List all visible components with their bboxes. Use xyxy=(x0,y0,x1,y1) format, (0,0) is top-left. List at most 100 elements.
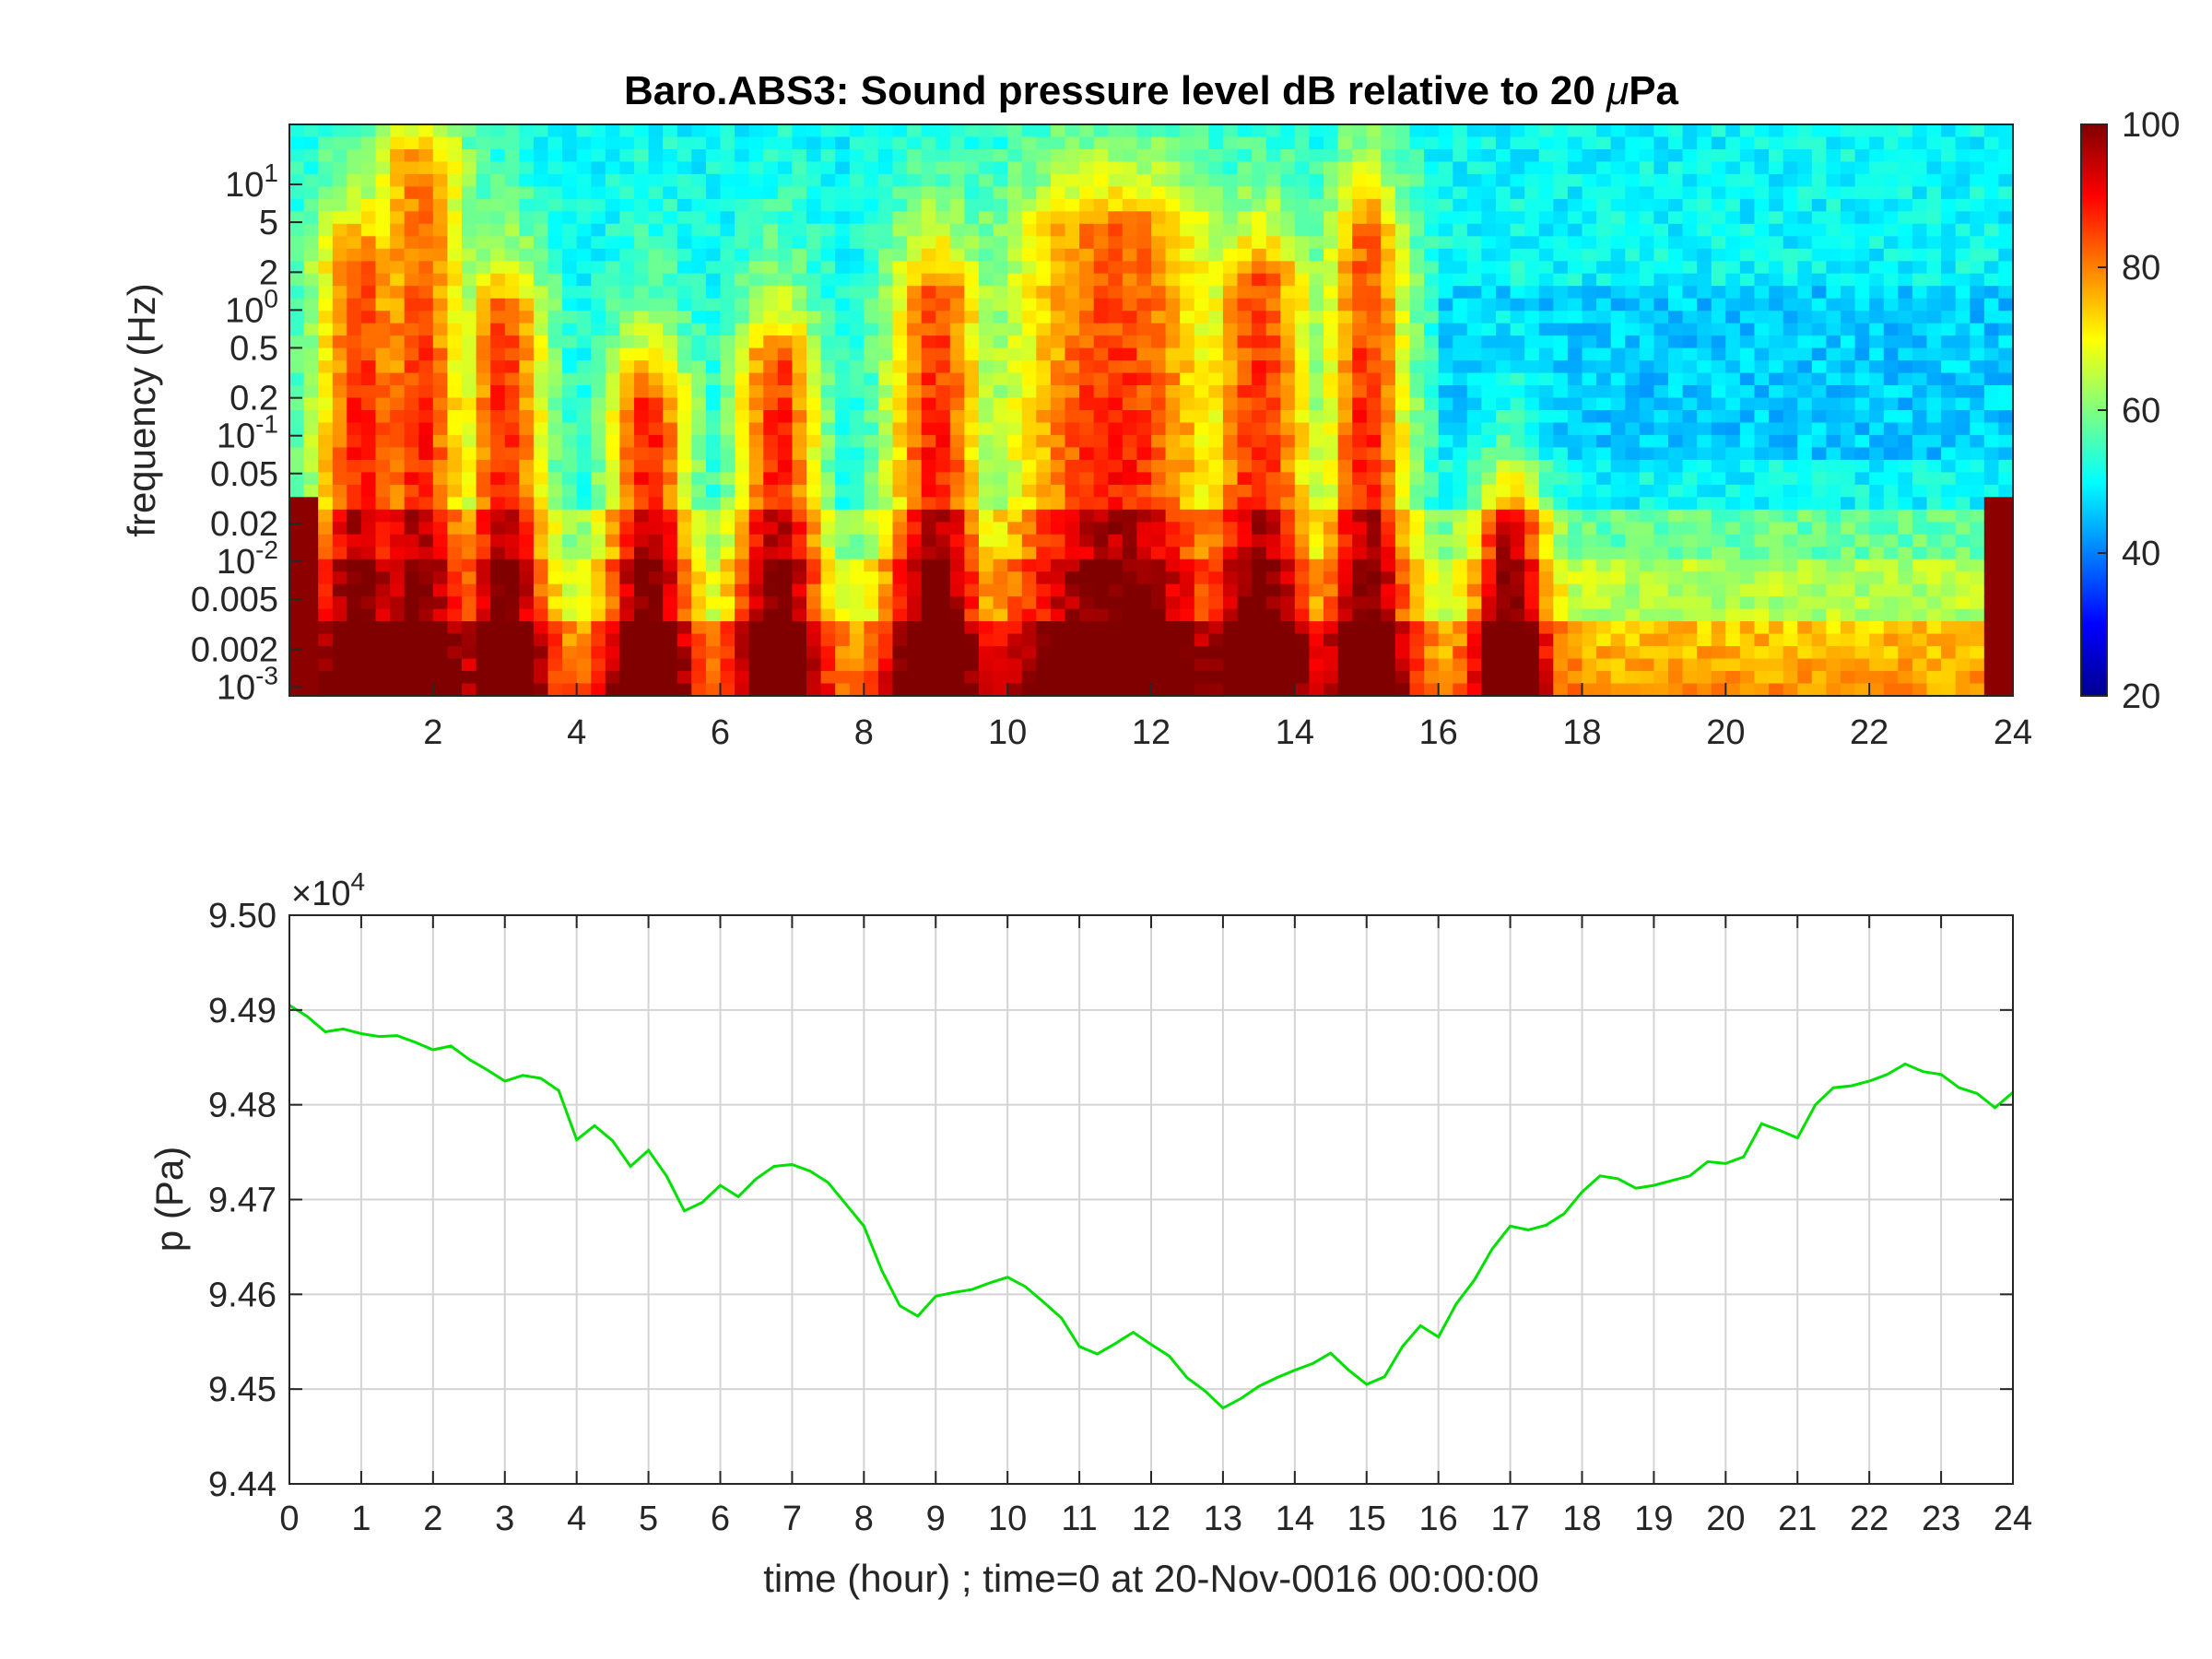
spectrogram-cell xyxy=(663,671,678,685)
spectrogram-cell xyxy=(1366,509,1382,523)
spectrogram-cell xyxy=(462,360,477,374)
spectrogram-cell xyxy=(677,211,692,225)
spectrogram-cell xyxy=(1582,596,1597,610)
spectrogram-cell xyxy=(605,273,620,287)
spectrogram-cell xyxy=(1007,522,1023,535)
spectrogram-cell xyxy=(935,385,951,399)
spectrogram-cell xyxy=(390,435,406,449)
spectrogram-cell xyxy=(1754,211,1770,225)
spectrogram-cell xyxy=(533,646,549,660)
spectrogram-cell xyxy=(748,198,764,212)
spectrogram-cell xyxy=(1538,435,1554,449)
spectrogram-cell xyxy=(835,261,851,275)
spectrogram-cell xyxy=(619,484,635,498)
spectrogram-cell xyxy=(777,248,793,262)
spectrogram-cell xyxy=(1582,173,1597,187)
spectrogram-cell xyxy=(1754,186,1770,200)
spectrogram-cell xyxy=(476,658,491,672)
spectrogram-cell xyxy=(332,571,347,585)
spectrogram-cell xyxy=(375,534,391,547)
spectrogram-cell xyxy=(1366,248,1382,262)
spectrogram-cell xyxy=(1783,633,1798,647)
spectrogram-cell xyxy=(648,248,664,262)
spectrogram-cell xyxy=(1252,621,1267,635)
spectrogram-cell xyxy=(418,596,434,610)
spectrogram-cell xyxy=(447,149,463,163)
spectrogram-cell xyxy=(1352,683,1368,696)
spectrogram-cell xyxy=(1079,484,1095,498)
spectrogram-cell xyxy=(519,186,535,200)
spectrogram-cell xyxy=(1165,335,1181,349)
spectrogram-cell xyxy=(1610,534,1626,547)
spectrogram-cell xyxy=(619,186,635,200)
spectrogram-cell xyxy=(1424,323,1440,336)
spectrogram-cell xyxy=(1252,497,1267,511)
spectrogram-cell xyxy=(1639,658,1654,672)
spectrogram-cell xyxy=(519,596,535,610)
spectrogram-cell xyxy=(877,509,894,523)
spectrogram-cell xyxy=(820,422,836,436)
spectrogram-cell xyxy=(907,360,923,374)
spectrogram-cell xyxy=(705,410,722,424)
spectrogram-cell xyxy=(1409,633,1425,647)
spectrogram-cell xyxy=(404,534,419,547)
spectrogram-cell xyxy=(1165,286,1181,300)
spectrogram-cell xyxy=(1036,236,1052,250)
spectrogram-cell xyxy=(1280,198,1296,212)
spectrogram-cell xyxy=(1309,658,1324,672)
spectrogram-cell xyxy=(318,571,334,585)
spectrogram-cell xyxy=(1165,608,1181,622)
spectrogram-cell xyxy=(864,410,879,424)
spectrogram-cell xyxy=(1036,186,1052,200)
spectrogram-cell xyxy=(303,583,319,597)
spectrogram-cell xyxy=(993,621,1008,635)
spectrogram-cell xyxy=(1180,360,1195,374)
spectrogram-cell xyxy=(418,385,434,399)
spectrogram-cell xyxy=(1079,559,1095,572)
spectrogram-cell xyxy=(1065,385,1080,399)
spectrogram-cell xyxy=(1496,372,1512,386)
spectrogram-cell xyxy=(1496,136,1512,150)
spectrogram-cell xyxy=(705,497,722,511)
spectrogram-cell xyxy=(1237,311,1253,324)
spectrogram-cell xyxy=(1797,509,1813,523)
spectrogram-cell xyxy=(404,571,419,585)
spectrogram-cell xyxy=(1007,248,1023,262)
spectrogram-cell xyxy=(677,435,692,449)
spectrogram-cell xyxy=(1208,211,1224,225)
spectrogram-cell xyxy=(1639,522,1654,535)
spectrogram-cell xyxy=(476,347,491,361)
spectrogram-cell xyxy=(1122,410,1137,424)
spectrogram-cell xyxy=(777,261,793,275)
spectrogram-cell xyxy=(748,173,764,187)
spectrogram-cell xyxy=(1610,323,1626,336)
spectrogram-cell xyxy=(1783,397,1798,411)
spectrogram-cell xyxy=(1596,198,1612,212)
spectrogram-cell xyxy=(677,509,692,523)
spectrogram-cell xyxy=(1697,286,1712,300)
spectrogram-cell xyxy=(1783,161,1798,175)
spectrogram-cell xyxy=(1653,671,1669,685)
spectrogram-cell xyxy=(1811,683,1827,696)
spectrogram-cell xyxy=(1309,497,1324,511)
spectrogram-cell xyxy=(360,522,377,535)
spectrogram-cell xyxy=(949,248,965,262)
spectrogram-cell xyxy=(1697,571,1712,585)
spectrogram-cell xyxy=(1438,236,1453,250)
spectrogram-cell xyxy=(806,397,822,411)
spectrogram-cell xyxy=(303,571,319,585)
spectrogram-cell xyxy=(476,410,491,424)
spectrogram-cell xyxy=(1237,534,1253,547)
spectrogram-cell xyxy=(504,596,520,610)
spectrogram-cell xyxy=(1711,571,1726,585)
spectrogram-cell xyxy=(1697,173,1712,187)
spectrogram-cell xyxy=(1021,683,1037,696)
spectrogram-cell xyxy=(1653,211,1669,225)
spectrogram-cell xyxy=(1754,236,1770,250)
spectrogram-cell xyxy=(864,273,879,287)
spectrogram-cell xyxy=(806,671,822,685)
spectrogram-cell xyxy=(1079,497,1095,511)
spectrogram-cell xyxy=(1208,360,1224,374)
spectrogram-cell xyxy=(1625,223,1641,237)
spectrogram-cell xyxy=(949,435,965,449)
